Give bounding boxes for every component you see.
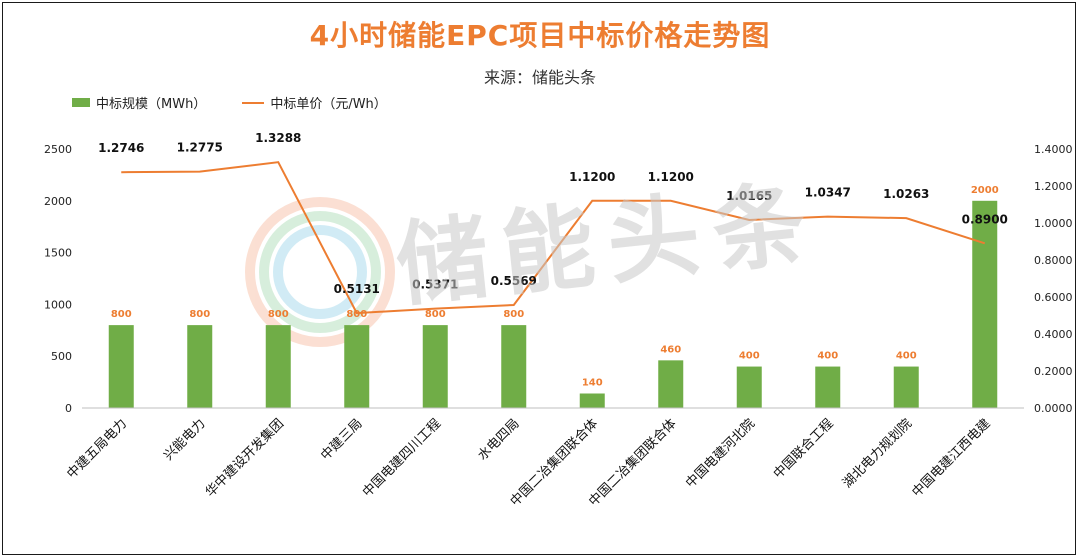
bar xyxy=(344,325,370,408)
x-tick-label: 中国联合工程 xyxy=(771,416,837,482)
price-line xyxy=(121,161,986,315)
bar-value-label: 140 xyxy=(582,377,603,388)
line-series xyxy=(121,161,986,315)
chart-subtitle: 来源：储能头条 xyxy=(483,68,596,87)
line-value-label: 0.8900 xyxy=(962,212,1008,226)
bar xyxy=(736,366,762,408)
chart-title: 4小时储能EPC项目中标价格走势图 xyxy=(309,19,771,52)
bar xyxy=(893,366,919,408)
line-value-label: 1.0347 xyxy=(805,186,851,200)
bar-value-label: 800 xyxy=(268,309,289,320)
line-value-label: 1.0165 xyxy=(726,189,772,203)
legend-bar-label: 中标规模（MWh） xyxy=(96,97,207,112)
x-tick-label: 水电四局 xyxy=(475,416,522,463)
bar-value-label: 800 xyxy=(346,309,367,320)
legend-bar-swatch xyxy=(72,98,90,107)
line-value-label: 1.1200 xyxy=(648,170,694,184)
bar-value-label: 800 xyxy=(503,309,524,320)
line-value-label: 1.0263 xyxy=(883,187,929,201)
x-tick-label: 中建三局 xyxy=(318,416,365,463)
bar xyxy=(422,325,448,408)
line-label-group: 1.2746 1.2775 1.3288 0.5131 0.5371 0.5569 1.12… xyxy=(98,131,1008,296)
bar-value-label: 400 xyxy=(817,351,838,362)
bar xyxy=(972,200,998,408)
x-tick-label: 中国电建江西电建 xyxy=(909,416,993,500)
x-tick-label: 中国二冶集团联合体 xyxy=(586,416,680,510)
line-value-label: 1.2746 xyxy=(98,141,144,155)
bar-value-label: 800 xyxy=(425,309,446,320)
x-tick-label: 中国二冶集团联合体 xyxy=(507,416,601,510)
bar xyxy=(108,325,134,408)
bar xyxy=(815,366,841,408)
bar-value-label: 800 xyxy=(189,309,210,320)
y-left-tick-label: 500 xyxy=(51,350,72,363)
legend: 中标规模（MWh） 中标单价（元/Wh） xyxy=(72,93,423,112)
legend-line-label: 中标单价（元/Wh） xyxy=(270,97,387,112)
bar xyxy=(187,325,213,408)
x-tick-label: 中建五局电力 xyxy=(64,416,130,482)
line-value-label: 1.3288 xyxy=(255,131,301,145)
bar-label-group: 800 800 800 800 800 800 140 460 400 400 400 2000 xyxy=(111,185,999,389)
bar-value-label: 460 xyxy=(660,344,681,355)
bar xyxy=(501,325,527,408)
y-left-tick-label: 2000 xyxy=(44,195,72,208)
y-left-tick-label: 1500 xyxy=(44,247,72,260)
watermark-logo xyxy=(245,197,395,347)
bar xyxy=(579,393,605,408)
x-tick-label: 中国电建河北院 xyxy=(683,416,758,491)
x-tick-label: 中国电建四川工程 xyxy=(360,416,444,500)
x-tick-label: 湖北电力规划院 xyxy=(840,416,915,491)
bar-value-label: 2000 xyxy=(971,185,999,196)
y-right-tick-label: 0.8000 xyxy=(1034,254,1073,267)
bar-value-label: 400 xyxy=(739,351,760,362)
bar-value-label: 400 xyxy=(896,351,917,362)
y-right-tick-label: 0.6000 xyxy=(1034,291,1073,304)
line-value-label: 0.5569 xyxy=(491,274,537,288)
y-right-tick-label: 1.4000 xyxy=(1034,143,1073,156)
bar-series xyxy=(108,200,998,408)
bar xyxy=(265,325,291,408)
y-right-tick-label: 1.0000 xyxy=(1034,217,1073,230)
bar-value-label: 800 xyxy=(111,309,132,320)
line-value-label: 1.1200 xyxy=(569,170,615,184)
line-value-label: 1.2775 xyxy=(177,141,223,155)
y-left-tick-label: 1000 xyxy=(44,298,72,311)
legend-item-bar: 中标规模（MWh） xyxy=(72,93,206,112)
y-right-tick-label: 0.0000 xyxy=(1034,402,1073,415)
y-right-tick-label: 0.4000 xyxy=(1034,328,1073,341)
y-left-tick-label: 0 xyxy=(65,402,72,415)
legend-line-swatch xyxy=(242,101,265,104)
y-right-tick-label: 0.2000 xyxy=(1034,365,1073,378)
y-left-tick-label: 2500 xyxy=(44,143,72,156)
bar xyxy=(658,360,684,408)
x-tick-label: 华中建设开发集团 xyxy=(202,416,287,501)
line-value-label: 0.5371 xyxy=(412,278,458,292)
x-tick-label: 兴能电力 xyxy=(161,416,208,463)
legend-item-line: 中标单价（元/Wh） xyxy=(242,93,387,112)
line-value-label: 0.5131 xyxy=(334,282,380,296)
y-right-tick-label: 1.2000 xyxy=(1034,180,1073,193)
